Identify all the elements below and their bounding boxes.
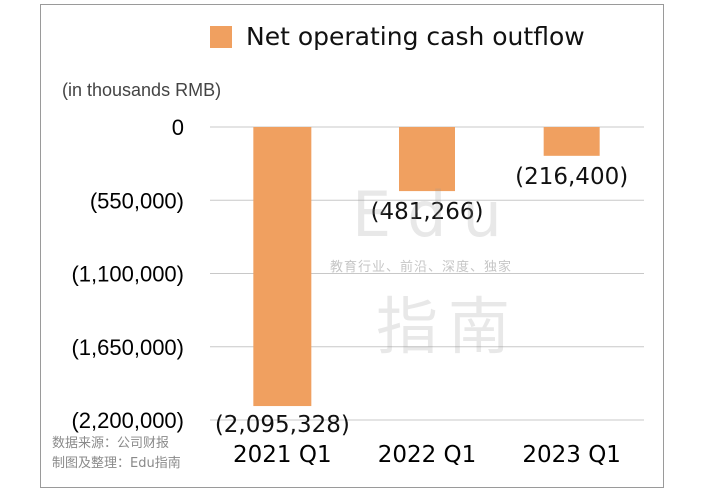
x-category-label: 2023 Q1 [522, 442, 621, 468]
labels: 0 (550,000) (1,100,000) (1,650,000) (2,200,0… [71, 115, 628, 468]
y-tick-label: 0 [172, 115, 184, 140]
source-note: 数据来源：公司财报 [52, 436, 170, 451]
watermark-logo-text: Edu [352, 178, 518, 251]
data-label: (2,095,328) [215, 412, 350, 438]
bar [543, 127, 600, 156]
x-category-label: 2021 Q1 [233, 442, 332, 468]
y-tick-label: (1,100,000) [71, 262, 184, 287]
bar [399, 127, 455, 192]
watermark-tagline: 教育行业、前沿、深度、独家 [330, 260, 513, 275]
unit-label: (in thousands RMB) [62, 80, 222, 100]
bar [253, 127, 312, 407]
legend-swatch [210, 25, 232, 48]
data-label: (216,400) [515, 164, 628, 190]
y-tick-label: (2,200,000) [71, 408, 184, 433]
watermark-logo-cn: 指南 [376, 290, 521, 363]
credit-note: 制图及整理：Edu指南 [52, 456, 181, 471]
data-label: (481,266) [370, 199, 483, 225]
x-category-label: 2022 Q1 [378, 442, 477, 468]
bars [253, 127, 600, 407]
chart-frame [40, 4, 664, 488]
legend-label: Net operating cash outflow [246, 22, 585, 51]
y-tick-label: (550,000) [90, 188, 184, 213]
legend: Net operating cash outflow [210, 22, 585, 51]
y-tick-label: (1,650,000) [71, 335, 184, 360]
